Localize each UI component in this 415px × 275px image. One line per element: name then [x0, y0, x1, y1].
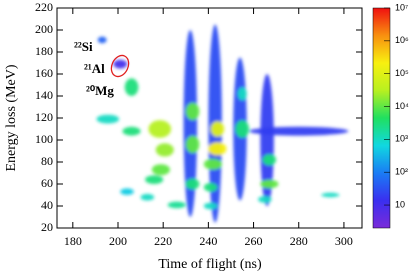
- density-blob: [208, 142, 227, 156]
- density-blob: [140, 193, 155, 201]
- density-blob: [97, 36, 107, 44]
- density-blob: [148, 120, 172, 138]
- density-blob: [210, 121, 225, 137]
- x-tick-label: 180: [64, 234, 82, 248]
- density-blob: [185, 102, 200, 121]
- x-tick-label: 220: [154, 234, 172, 248]
- density-blob: [203, 158, 222, 170]
- y-tick-label: 180: [35, 44, 53, 58]
- density-blob: [321, 192, 340, 198]
- y-tick-label: 200: [35, 22, 53, 36]
- x-tick-label: 300: [335, 234, 353, 248]
- colorbar: [372, 7, 391, 229]
- density-blob: [155, 143, 174, 157]
- colorbar-tick-label: 10⁷: [395, 2, 408, 12]
- x-tick-label: 240: [199, 234, 217, 248]
- density-blob: [113, 59, 128, 69]
- y-tick-label: 120: [35, 110, 53, 124]
- colorbar-tick-label: 10⁵: [395, 68, 409, 78]
- colorbar-tick-label: 10⁴: [395, 101, 409, 111]
- y-tick-label: 140: [35, 88, 53, 102]
- density-blob: [96, 114, 120, 124]
- y-tick-label: 20: [41, 220, 53, 234]
- x-tick-label: 280: [290, 234, 308, 248]
- density-blob: [249, 126, 349, 136]
- annotation: ²⁰Mg: [86, 83, 114, 98]
- density-blob: [262, 154, 277, 166]
- annotation: ²¹Al: [84, 61, 105, 76]
- density-blob: [260, 74, 274, 206]
- density-blob: [122, 126, 141, 136]
- density-blob: [124, 78, 139, 96]
- x-axis-label: Time of flight (ns): [158, 257, 262, 272]
- density-blob: [120, 188, 134, 195]
- density-blob: [185, 135, 200, 154]
- density-blob: [260, 179, 279, 189]
- x-tick-label: 260: [245, 234, 263, 248]
- colorbar-tick-label: 10³: [395, 134, 408, 144]
- y-tick-label: 100: [35, 132, 53, 146]
- density-blob: [237, 87, 247, 101]
- y-tick-label: 220: [35, 0, 53, 14]
- y-tick-label: 80: [41, 154, 53, 168]
- y-tick-label: 160: [35, 66, 53, 80]
- density-blob: [145, 175, 164, 185]
- annotation: ²²Si: [74, 39, 93, 54]
- highlight-circle: [110, 54, 130, 78]
- density-blob: [203, 202, 218, 210]
- y-axis-label: Energy loss (MeV): [4, 64, 19, 171]
- colorbar-tick-label: 10²: [395, 167, 408, 177]
- density-layer: [96, 24, 349, 223]
- colorbar-tick-label: 10⁶: [395, 35, 409, 45]
- density-blob: [235, 120, 250, 138]
- y-tick-label: 40: [41, 198, 53, 212]
- x-tick-label: 200: [109, 234, 127, 248]
- density-blob: [167, 201, 186, 209]
- density-blob: [203, 182, 218, 192]
- density-blob: [258, 196, 272, 203]
- density-blob: [185, 178, 200, 190]
- colorbar-tick-label: 10: [395, 199, 405, 209]
- density-blob: [151, 164, 170, 176]
- y-tick-label: 60: [41, 176, 53, 190]
- density-blob: [183, 30, 198, 217]
